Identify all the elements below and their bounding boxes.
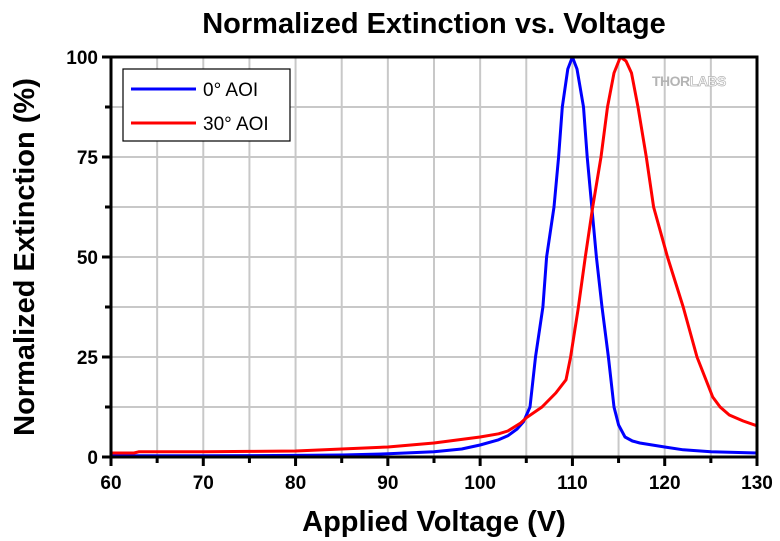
grid bbox=[111, 57, 757, 457]
y-tick-label: 100 bbox=[66, 48, 98, 69]
x-tick-label: 90 bbox=[377, 473, 398, 494]
legend-label-0-aoi: 0° AOI bbox=[203, 80, 258, 101]
x-tick-label: 100 bbox=[464, 473, 496, 494]
x-tick-label: 70 bbox=[193, 473, 214, 494]
y-tick-label: 75 bbox=[77, 148, 99, 169]
x-axis-label: Applied Voltage (V) bbox=[302, 506, 566, 538]
series-layer bbox=[111, 55, 758, 458]
x-tick-label: 120 bbox=[649, 473, 681, 494]
y-tick-label: 25 bbox=[77, 348, 99, 369]
watermark-text: THORLABS bbox=[652, 73, 726, 89]
x-tick-labels: 60 70 80 90 100 110 120 130 bbox=[100, 473, 772, 494]
watermark-light: LABS bbox=[690, 73, 726, 89]
x-tick-label: 80 bbox=[285, 473, 306, 494]
series-line-0-aoi bbox=[111, 55, 758, 458]
x-tick-label: 110 bbox=[557, 473, 588, 494]
watermark-logo: THORLABS bbox=[652, 73, 727, 90]
y-tick-label: 50 bbox=[77, 248, 98, 269]
axis-ticks bbox=[102, 55, 759, 466]
y-tick-labels: 0 25 50 75 100 bbox=[66, 48, 98, 469]
legend-box bbox=[122, 68, 291, 142]
x-tick-label: 130 bbox=[741, 473, 773, 494]
watermark-bold: THOR bbox=[652, 73, 690, 89]
y-tick-label: 0 bbox=[87, 448, 98, 469]
x-tick-label: 60 bbox=[100, 473, 121, 494]
legend: 0° AOI 30° AOI bbox=[122, 68, 291, 142]
y-axis-label: Normalized Extinction (%) bbox=[9, 78, 41, 436]
legend-label-30-aoi: 30° AOI bbox=[203, 114, 269, 135]
chart-title: Normalized Extinction vs. Voltage bbox=[202, 8, 666, 40]
series-line-30-aoi bbox=[111, 55, 758, 455]
